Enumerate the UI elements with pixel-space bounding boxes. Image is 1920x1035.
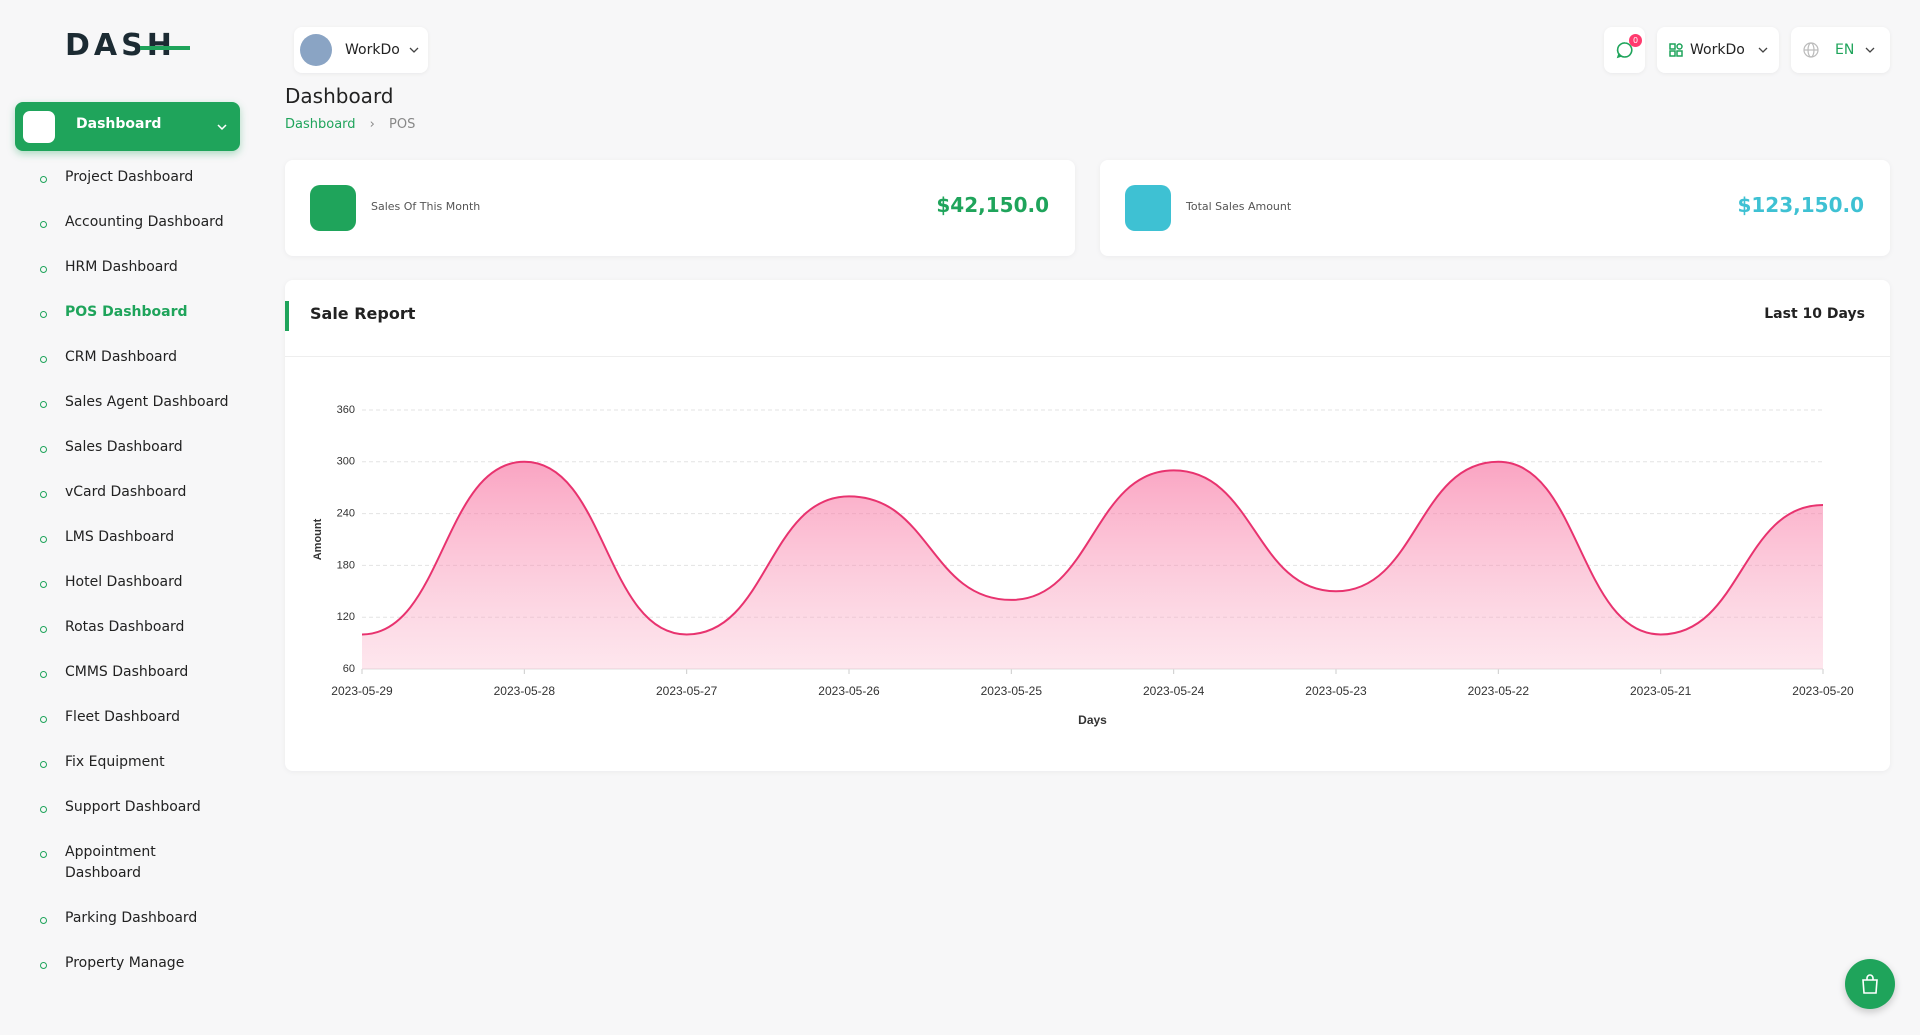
y-tick-label: 240 xyxy=(337,508,355,520)
breadcrumb-separator: › xyxy=(369,117,375,132)
menu-item[interactable]: Support Dashboard xyxy=(0,785,235,830)
cart-button[interactable] xyxy=(1845,959,1895,1009)
sidebar: DASH Dashboard Project Dashboard Accounti… xyxy=(0,0,255,1035)
menu-item[interactable]: CRM Dashboard xyxy=(0,335,235,380)
y-tick-label: 300 xyxy=(337,456,355,468)
menu-item[interactable]: Fix Equipment xyxy=(0,740,235,785)
logo-accent xyxy=(140,46,190,50)
workspace-name: WorkDo xyxy=(345,42,400,58)
chevron xyxy=(1865,47,1875,53)
home-icon xyxy=(23,111,55,143)
menu-item[interactable]: Property Manage xyxy=(0,941,235,986)
breadcrumb: Dashboard › POS xyxy=(285,117,415,132)
x-tick-label: 2023-05-23 xyxy=(1305,684,1367,698)
report-card: Sale Report Last 10 Days 60 120 180 240 300 3… xyxy=(285,280,1890,771)
apps-icon xyxy=(1669,43,1683,57)
stat-value: $42,150.0 xyxy=(936,193,1049,217)
user-menu[interactable]: WorkDo xyxy=(1657,27,1779,73)
notification-badge: 0 xyxy=(1629,34,1642,47)
menu-item[interactable]: Appointment Dashboard xyxy=(0,830,235,896)
menu-item[interactable]: Accounting Dashboard xyxy=(0,200,235,245)
x-tick-label: 2023-05-26 xyxy=(818,684,880,698)
x-tick-label: 2023-05-24 xyxy=(1143,684,1205,698)
workspace-switch[interactable]: WorkDo xyxy=(294,27,428,73)
user-name: WorkDo xyxy=(1690,42,1745,58)
language-code: EN xyxy=(1835,42,1855,58)
x-tick-label: 2023-05-25 xyxy=(981,684,1043,698)
menu-item[interactable]: Sales Dashboard xyxy=(0,425,235,470)
menu-item[interactable]: LMS Dashboard xyxy=(0,515,235,560)
x-axis-title: Days xyxy=(1078,713,1107,727)
breadcrumb-link[interactable]: Dashboard xyxy=(285,117,356,132)
x-tick-label: 2023-05-28 xyxy=(494,684,556,698)
y-tick-label: 180 xyxy=(337,559,355,571)
x-tick-label: 2023-05-29 xyxy=(331,684,393,698)
globe-icon xyxy=(1803,42,1819,58)
stat-icon xyxy=(1125,185,1171,231)
y-tick-label: 60 xyxy=(343,663,355,675)
stat-card: Sales Of This Month $42,150.0 xyxy=(285,160,1075,256)
menu-item[interactable]: vCard Dashboard xyxy=(0,470,235,515)
divider xyxy=(285,356,1890,357)
area-line xyxy=(361,460,1824,636)
report-title: Sale Report xyxy=(310,304,416,323)
messages-button[interactable]: 0 xyxy=(1604,27,1645,73)
stat-icon xyxy=(310,185,356,231)
report-period[interactable]: Last 10 Days xyxy=(1764,306,1865,322)
title-accent xyxy=(285,301,289,331)
menu-item[interactable]: HRM Dashboard xyxy=(0,245,235,290)
menu-group[interactable]: Dashboard xyxy=(15,102,240,151)
menu-item[interactable]: CMMS Dashboard xyxy=(0,650,235,695)
breadcrumb-current: POS xyxy=(389,117,416,132)
menu-item[interactable]: Sales Agent Dashboard xyxy=(0,380,235,425)
y-tick-label: 360 xyxy=(337,404,355,416)
menu-list: Project Dashboard Accounting Dashboard HRM… xyxy=(0,155,255,986)
stat-value: $123,150.0 xyxy=(1737,193,1864,217)
workspace-avatar xyxy=(300,34,332,66)
y-tick-label: 120 xyxy=(337,611,355,623)
menu-item[interactable]: Project Dashboard xyxy=(0,155,235,200)
area-fill xyxy=(362,461,1823,669)
x-tick-label: 2023-05-21 xyxy=(1630,684,1692,698)
language-menu[interactable]: EN xyxy=(1791,27,1890,73)
menu-item[interactable]: Parking Dashboard xyxy=(0,896,235,941)
chevron xyxy=(217,124,227,131)
chevron xyxy=(1758,47,1768,53)
menu-item[interactable]: Fleet Dashboard xyxy=(0,695,235,740)
chat-icon xyxy=(1616,42,1633,59)
menu-item[interactable]: Hotel Dashboard xyxy=(0,560,235,605)
menu-item[interactable]: Rotas Dashboard xyxy=(0,605,235,650)
stat-label: Total Sales Amount xyxy=(1186,200,1292,213)
menu-item[interactable]: POS Dashboard xyxy=(0,290,235,335)
x-tick-label: 2023-05-27 xyxy=(656,684,718,698)
menu-group-label: Dashboard xyxy=(76,116,162,132)
chart: 60 120 180 240 300 360 2023-05-29 2023-05-28 202… xyxy=(312,404,1854,727)
x-tick-label: 2023-05-20 xyxy=(1792,684,1854,698)
stat-label: Sales Of This Month xyxy=(371,200,481,213)
bag-icon xyxy=(1862,974,1878,994)
stat-card: Total Sales Amount $123,150.0 xyxy=(1100,160,1890,256)
chevron xyxy=(409,47,419,53)
page-title: Dashboard xyxy=(285,84,394,108)
logo[interactable]: DASH xyxy=(65,28,176,63)
y-axis-title: Amount xyxy=(312,518,324,560)
x-tick-label: 2023-05-22 xyxy=(1468,684,1530,698)
